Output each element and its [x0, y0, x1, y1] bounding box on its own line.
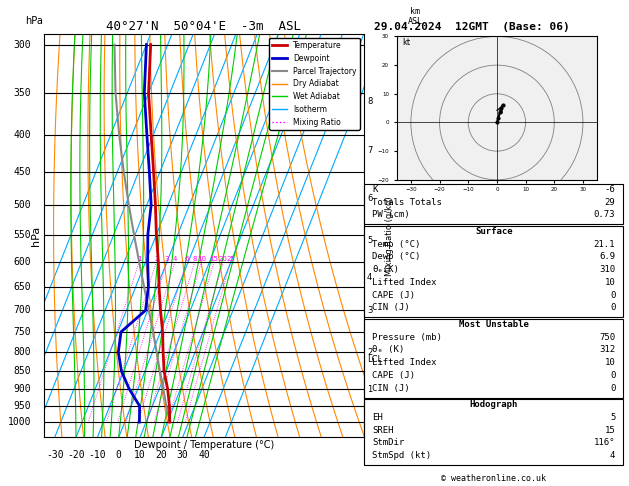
- Text: 20: 20: [155, 450, 167, 459]
- Text: CAPE (J): CAPE (J): [372, 371, 415, 380]
- Text: 5: 5: [367, 236, 372, 245]
- Text: 6.9: 6.9: [599, 252, 615, 261]
- Text: SREH: SREH: [372, 426, 394, 434]
- Text: 0: 0: [610, 303, 615, 312]
- Text: 1000: 1000: [8, 417, 31, 427]
- Text: -20: -20: [67, 450, 85, 459]
- Text: StmDir: StmDir: [372, 438, 404, 447]
- Text: 0: 0: [116, 450, 121, 459]
- Text: 15: 15: [209, 256, 218, 262]
- Text: 550: 550: [14, 230, 31, 240]
- Text: Mixing Ratio (g/kg): Mixing Ratio (g/kg): [385, 196, 394, 276]
- Text: LCL: LCL: [367, 355, 382, 364]
- Text: 650: 650: [14, 282, 31, 292]
- Text: Dewp (°C): Dewp (°C): [372, 252, 421, 261]
- Text: 4: 4: [610, 451, 615, 460]
- Text: 21.1: 21.1: [594, 240, 615, 249]
- Text: 700: 700: [14, 305, 31, 315]
- Y-axis label: hPa: hPa: [31, 226, 42, 246]
- Text: 5: 5: [610, 413, 615, 422]
- Text: 29: 29: [604, 198, 615, 207]
- Text: 3: 3: [165, 256, 169, 262]
- Text: 750: 750: [599, 332, 615, 342]
- Text: CIN (J): CIN (J): [372, 383, 410, 393]
- Text: Most Unstable: Most Unstable: [459, 320, 529, 329]
- Text: 1: 1: [367, 384, 372, 394]
- Text: CAPE (J): CAPE (J): [372, 291, 415, 300]
- Text: 900: 900: [14, 384, 31, 394]
- Text: 7: 7: [367, 146, 372, 155]
- Text: hPa: hPa: [25, 16, 43, 26]
- Text: 15: 15: [604, 426, 615, 434]
- Text: 350: 350: [14, 88, 31, 98]
- Text: 312: 312: [599, 346, 615, 354]
- Text: Lifted Index: Lifted Index: [372, 358, 437, 367]
- Text: PW (cm): PW (cm): [372, 210, 410, 220]
- Bar: [364, 399, 623, 465]
- Text: 0.73: 0.73: [594, 210, 615, 220]
- Text: Hodograph: Hodograph: [470, 400, 518, 409]
- Text: 500: 500: [14, 200, 31, 210]
- Text: -30: -30: [46, 450, 64, 459]
- Text: 1: 1: [136, 256, 142, 262]
- Text: Totals Totals: Totals Totals: [372, 198, 442, 207]
- Text: 0: 0: [610, 383, 615, 393]
- Legend: Temperature, Dewpoint, Parcel Trajectory, Dry Adiabat, Wet Adiabat, Isotherm, Mi: Temperature, Dewpoint, Parcel Trajectory…: [269, 38, 360, 130]
- Text: 10: 10: [604, 358, 615, 367]
- Text: θₑ (K): θₑ (K): [372, 346, 404, 354]
- Text: 25: 25: [226, 256, 235, 262]
- Text: 8: 8: [192, 256, 197, 262]
- Text: 8: 8: [367, 97, 372, 106]
- Bar: [364, 184, 623, 225]
- Text: 10: 10: [134, 450, 146, 459]
- Text: 2: 2: [367, 347, 372, 357]
- Text: 6: 6: [367, 194, 372, 203]
- Text: 29.04.2024  12GMT  (Base: 06): 29.04.2024 12GMT (Base: 06): [374, 22, 570, 32]
- Text: 800: 800: [14, 347, 31, 357]
- Text: 310: 310: [599, 265, 615, 274]
- Text: 850: 850: [14, 366, 31, 376]
- Bar: [364, 319, 623, 398]
- Text: 40: 40: [198, 450, 210, 459]
- Title: 40°27'N  50°04'E  -3m  ASL: 40°27'N 50°04'E -3m ASL: [106, 20, 301, 33]
- Text: 0: 0: [610, 371, 615, 380]
- Text: CIN (J): CIN (J): [372, 303, 410, 312]
- Text: 0: 0: [610, 291, 615, 300]
- Text: 10: 10: [604, 278, 615, 287]
- Text: StmSpd (kt): StmSpd (kt): [372, 451, 431, 460]
- Text: 6: 6: [184, 256, 189, 262]
- Text: 750: 750: [14, 327, 31, 337]
- Text: Pressure (mb): Pressure (mb): [372, 332, 442, 342]
- Text: 3: 3: [367, 306, 372, 315]
- Text: 300: 300: [14, 40, 31, 50]
- Text: © weatheronline.co.uk: © weatheronline.co.uk: [442, 474, 546, 483]
- Text: 10: 10: [197, 256, 206, 262]
- Text: K: K: [372, 185, 377, 194]
- Text: 116°: 116°: [594, 438, 615, 447]
- Text: 4: 4: [172, 256, 177, 262]
- Text: EH: EH: [372, 413, 383, 422]
- Text: -6: -6: [604, 185, 615, 194]
- Text: 4: 4: [367, 273, 372, 282]
- Text: 950: 950: [14, 401, 31, 411]
- Text: Surface: Surface: [475, 227, 513, 236]
- Bar: [364, 226, 623, 317]
- Text: -10: -10: [89, 450, 106, 459]
- Text: 2: 2: [154, 256, 159, 262]
- Text: θₑ(K): θₑ(K): [372, 265, 399, 274]
- Text: 400: 400: [14, 130, 31, 140]
- Text: Temp (°C): Temp (°C): [372, 240, 421, 249]
- Text: 30: 30: [177, 450, 189, 459]
- Text: 20: 20: [219, 256, 228, 262]
- Text: Lifted Index: Lifted Index: [372, 278, 437, 287]
- Text: kt: kt: [403, 38, 410, 47]
- Text: km
ASL: km ASL: [408, 6, 423, 26]
- Text: 450: 450: [14, 167, 31, 177]
- X-axis label: Dewpoint / Temperature (°C): Dewpoint / Temperature (°C): [134, 440, 274, 450]
- Text: 600: 600: [14, 257, 31, 267]
